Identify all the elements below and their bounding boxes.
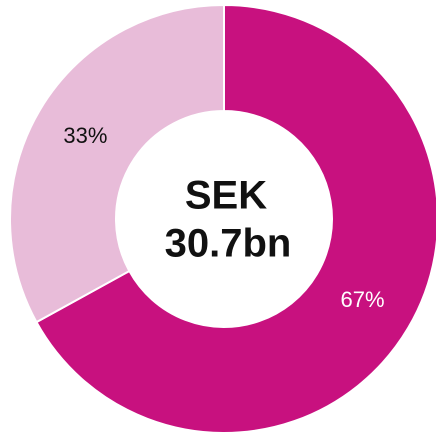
slice — [9, 3, 225, 324]
center-label: 30.7bn — [165, 222, 292, 266]
slice-label: 67% — [341, 287, 385, 312]
center-label: SEK — [185, 174, 267, 218]
slice-label: 33% — [63, 123, 107, 148]
slice — [35, 3, 436, 434]
slices — [9, 3, 436, 434]
